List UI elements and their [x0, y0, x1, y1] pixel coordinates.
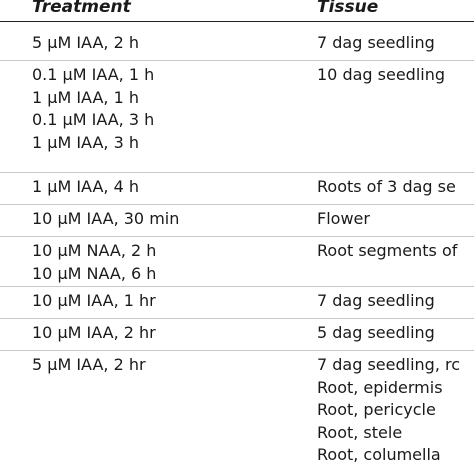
treatment-cell: 10 μM NAA, 2 h 10 μM NAA, 6 h	[32, 240, 156, 285]
tissue-cell: 5 dag seedling	[317, 322, 435, 345]
tissue-line: Root, stele	[317, 422, 403, 442]
treatment-line: 10 μM IAA, 30 min	[32, 209, 180, 228]
header-rule	[0, 21, 474, 22]
tissue-cell: Root segments of	[317, 240, 457, 263]
treatment-cell: 0.1 μM IAA, 1 h 1 μM IAA, 1 h 0.1 μM IAA, …	[32, 64, 154, 154]
tissue-line: Root, pericycle	[317, 400, 436, 419]
treatment-line: 5 μM IAA, 2 hr	[32, 355, 146, 374]
treatment-cell: 1 μM IAA, 4 h	[32, 176, 139, 199]
tissue-cell: Roots of 3 dag se	[317, 176, 456, 199]
tissue-line: Flower	[317, 209, 370, 228]
row-divider	[0, 172, 474, 173]
tissue-cell: Flower	[317, 208, 370, 231]
tissue-line: 7 dag seedling	[317, 291, 435, 310]
treatment-line: 0.1 μM IAA, 1 h	[32, 65, 155, 84]
tissue-line: 10 dag seedling	[317, 65, 446, 84]
tissue-cell: 7 dag seedling	[317, 32, 435, 55]
treatment-cell: 10 μM IAA, 1 hr	[32, 290, 156, 313]
treatment-cell: 10 μM IAA, 30 min	[32, 208, 179, 231]
tissue-line: Root, epidermis	[317, 377, 443, 397]
treatment-cell: 10 μM IAA, 2 hr	[32, 322, 156, 345]
row-divider	[0, 286, 474, 287]
treatment-line: 1 μM IAA, 3 h	[32, 132, 139, 152]
row-divider	[0, 318, 474, 319]
row-divider	[0, 236, 474, 237]
row-divider	[0, 60, 474, 61]
row-divider	[0, 350, 474, 351]
treatment-line: 0.1 μM IAA, 3 h	[32, 110, 155, 129]
treatment-line: 10 μM NAA, 2 h	[32, 241, 157, 260]
tissue-cell: 7 dag seedling, rc Root, epidermis Root, p…	[317, 354, 460, 467]
tissue-line: 7 dag seedling	[317, 33, 435, 52]
tissue-cell: 7 dag seedling	[317, 290, 435, 313]
treatment-line: 5 μM IAA, 2 h	[32, 33, 139, 52]
tissue-line: Root, columella	[317, 445, 441, 464]
header-treatment: Treatment	[32, 0, 131, 17]
treatment-line: 10 μM IAA, 2 hr	[32, 323, 156, 342]
treatment-line: 10 μM IAA, 1 hr	[32, 291, 156, 310]
tissue-line: 7 dag seedling, rc	[317, 355, 461, 374]
tissue-line: 5 dag seedling	[317, 323, 435, 342]
header-tissue: Tissue	[317, 0, 379, 17]
treatment-line: 1 μM IAA, 4 h	[32, 177, 139, 196]
tissue-cell: 10 dag seedling	[317, 64, 445, 87]
treatment-cell: 5 μM IAA, 2 h	[32, 32, 139, 55]
table-header: Treatment Tissue	[0, 0, 474, 22]
row-divider	[0, 204, 474, 205]
tissue-line: Roots of 3 dag se	[317, 177, 456, 196]
tissue-line: Root segments of	[317, 241, 458, 260]
treatment-line: 1 μM IAA, 1 h	[32, 87, 139, 107]
treatment-line: 10 μM NAA, 6 h	[32, 263, 157, 283]
treatment-cell: 5 μM IAA, 2 hr	[32, 354, 146, 377]
